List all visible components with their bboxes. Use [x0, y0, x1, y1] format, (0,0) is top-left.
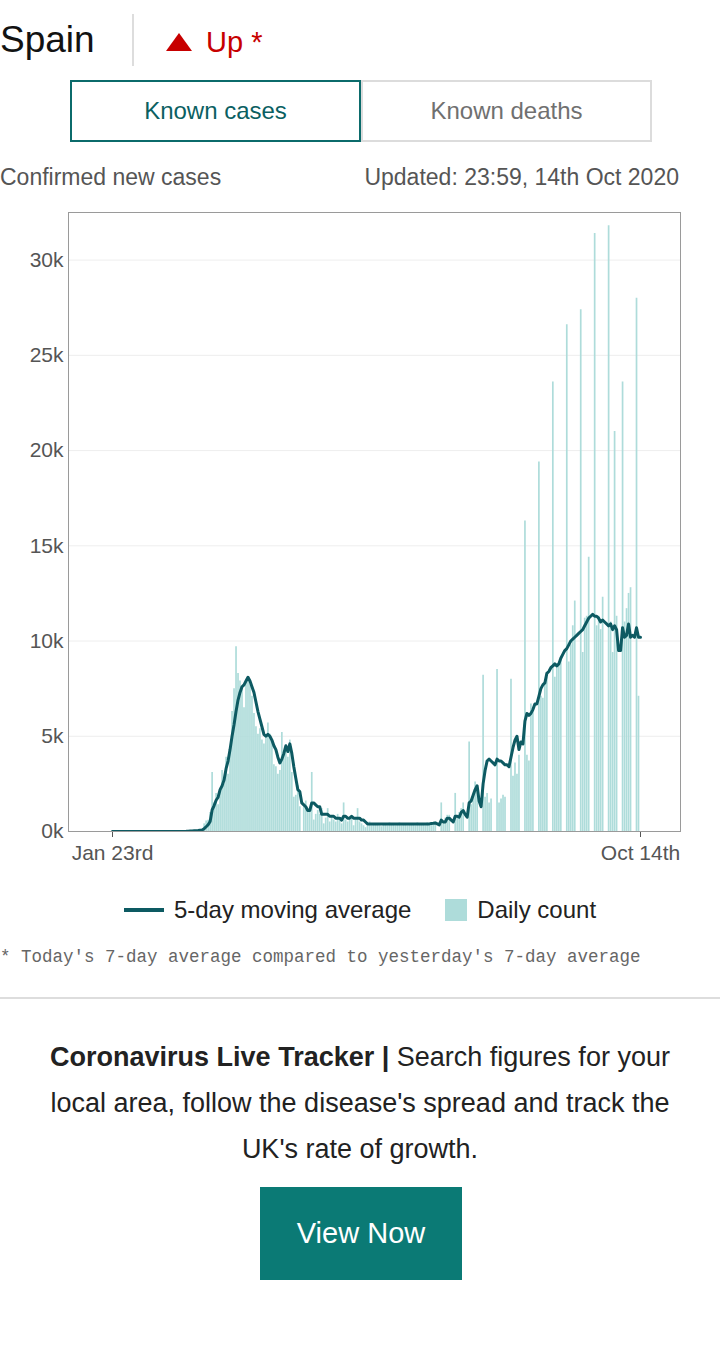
- html-text:Known cases: Known cases: [144, 97, 287, 124]
- svg-text:0k: 0k: [41, 819, 64, 842]
- html-text:Daily count: Daily count: [477, 896, 597, 923]
- html-text:Known deaths: Known deaths: [430, 97, 583, 124]
- svg-text:30k: 30k: [30, 248, 64, 271]
- svg-text:5k: 5k: [41, 724, 64, 747]
- html-text:Up *: Up *: [206, 26, 263, 58]
- html-text:Updated: 23:59, 14th Oct 2020: Updated: 23:59, 14th Oct 2020: [364, 164, 679, 190]
- html-text:* Today's 7-day average compar: * Today's 7-day average compared to yest…: [0, 947, 641, 967]
- html-text:Confirmed new cases: Confirmed new cases: [0, 164, 222, 190]
- svg-text:Oct 14th: Oct 14th: [601, 841, 680, 864]
- html-text:View Now: View Now: [296, 1217, 426, 1249]
- svg-text:10k: 10k: [30, 629, 64, 652]
- svg-text:25k: 25k: [30, 343, 64, 366]
- svg-text:15k: 15k: [30, 534, 64, 557]
- html-text:5-day moving average: 5-day moving average: [173, 896, 412, 923]
- html-text:Coronavirus Live Tracker | Sea: Coronavirus Live Tracker | Search figure…: [50, 1042, 670, 1164]
- svg-text:Jan 23rd: Jan 23rd: [72, 841, 154, 864]
- html-text:Spain: Spain: [0, 19, 95, 60]
- svg-text:20k: 20k: [30, 438, 64, 461]
